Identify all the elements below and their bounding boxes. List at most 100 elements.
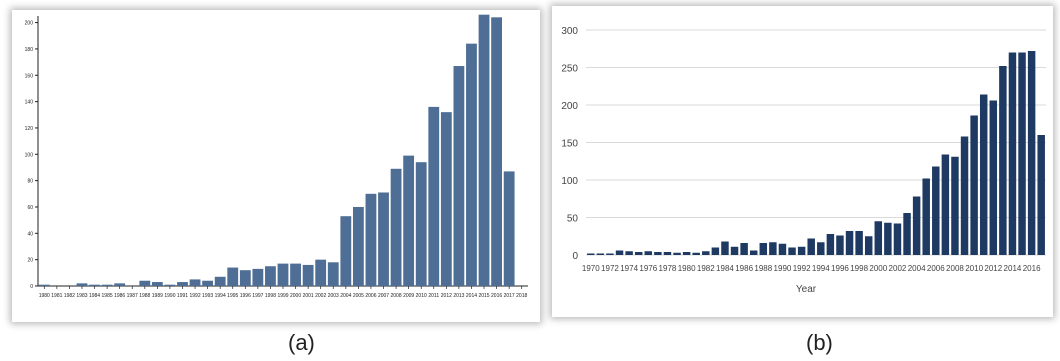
bar	[711, 247, 720, 255]
bar	[797, 246, 806, 255]
x-tick-label: 2012	[984, 264, 1002, 273]
x-tick-label: 1982	[64, 293, 75, 299]
bar	[884, 222, 892, 255]
x-tick-label: 2007	[378, 293, 389, 299]
x-tick-label: 1970	[582, 264, 600, 273]
y-tick-label: 80	[27, 179, 33, 185]
bar	[989, 100, 998, 255]
x-tick-label: 1985	[102, 293, 113, 299]
x-tick-label: 1984	[716, 264, 734, 273]
x-tick-label: 1983	[76, 293, 87, 299]
bar	[227, 267, 239, 286]
x-tick-label: 1980	[678, 264, 696, 273]
bar	[1008, 52, 1017, 255]
bar	[239, 270, 251, 286]
x-tick-label: 1992	[793, 264, 811, 273]
bar	[302, 264, 314, 286]
x-tick-label: 2014	[466, 293, 477, 299]
x-tick-label: 1996	[240, 293, 251, 299]
bar	[390, 168, 402, 286]
x-tick-label: 2014	[1004, 264, 1022, 273]
bar	[101, 284, 113, 286]
x-tick-label: 1988	[754, 264, 772, 273]
x-tick-label: 2013	[453, 293, 464, 299]
y-tick-label: 120	[25, 126, 34, 132]
bar	[478, 14, 490, 287]
x-tick-label: 2002	[889, 264, 907, 273]
bar	[606, 253, 614, 255]
x-tick-label: 2009	[403, 293, 414, 299]
x-tick-label: 1990	[774, 264, 792, 273]
bar	[721, 241, 729, 255]
x-tick-label: 2003	[328, 293, 339, 299]
y-tick-label: 140	[25, 100, 34, 106]
x-tick-label: 1980	[39, 293, 50, 299]
bar	[759, 243, 768, 255]
bar	[466, 43, 477, 286]
y-tick-label: 0	[30, 284, 33, 290]
bar	[941, 154, 950, 255]
bar	[749, 250, 758, 255]
bar	[290, 263, 301, 286]
y-tick-label: 300	[561, 26, 578, 37]
x-tick-label: 2004	[340, 293, 351, 299]
x-tick-label: 1991	[177, 293, 188, 299]
x-tick-label: 1993	[202, 293, 213, 299]
bar	[428, 106, 440, 286]
bar	[654, 252, 662, 255]
x-tick-label: 1995	[227, 293, 238, 299]
x-tick-label: 1998	[850, 264, 868, 273]
bar	[277, 263, 289, 286]
bar	[252, 268, 264, 286]
bar	[340, 216, 352, 286]
bar	[352, 206, 364, 286]
x-tick-label: 1981	[51, 293, 62, 299]
bar	[453, 66, 465, 286]
bar	[970, 115, 978, 255]
bar	[903, 213, 911, 255]
x-tick-label: 1978	[659, 264, 677, 273]
x-tick-label: 1998	[265, 293, 276, 299]
bar	[893, 223, 902, 255]
bar	[769, 242, 777, 255]
chart-b-panel: 0 50 100 150 200 250 300 1970 1972 1974 1976 1978 19…	[552, 6, 1053, 317]
bar	[1037, 135, 1045, 255]
bar	[855, 231, 863, 255]
bar	[403, 155, 415, 286]
x-tick-label: 1972	[601, 264, 619, 273]
bar	[189, 279, 201, 286]
bar	[202, 280, 214, 286]
bar	[922, 178, 930, 255]
bar	[76, 283, 88, 286]
bar	[932, 166, 940, 255]
x-tick-label: 2008	[391, 293, 402, 299]
x-tick-label: 2005	[353, 293, 364, 299]
x-tick-label: 1974	[620, 264, 638, 273]
bar	[778, 243, 787, 255]
bar	[415, 162, 427, 286]
x-tick-label: 2012	[441, 293, 452, 299]
bar	[1018, 52, 1026, 255]
bar	[491, 17, 502, 286]
y-tick-label: 180	[25, 47, 34, 53]
bar	[265, 266, 276, 286]
x-tick-label: 1987	[127, 293, 138, 299]
bar	[864, 236, 873, 255]
bar	[177, 282, 188, 286]
bar	[634, 252, 643, 255]
x-tick-label: 2017	[504, 293, 515, 299]
x-tick-label: 1992	[189, 293, 200, 299]
bar	[644, 251, 653, 255]
caption-a: (a)	[288, 330, 315, 355]
x-tick-label: 2008	[946, 264, 964, 273]
chart-a-panel: 0 20 40 60 80 100 120 140 160 180 200 1980 1981 1982 1…	[12, 10, 540, 322]
y-tick-label: 100	[561, 176, 578, 187]
x-tick-label: 2018	[516, 293, 527, 299]
bar	[587, 253, 595, 255]
bar	[912, 196, 921, 255]
x-tick-label: 2016	[491, 293, 502, 299]
bar	[826, 234, 835, 255]
bar	[951, 156, 959, 255]
